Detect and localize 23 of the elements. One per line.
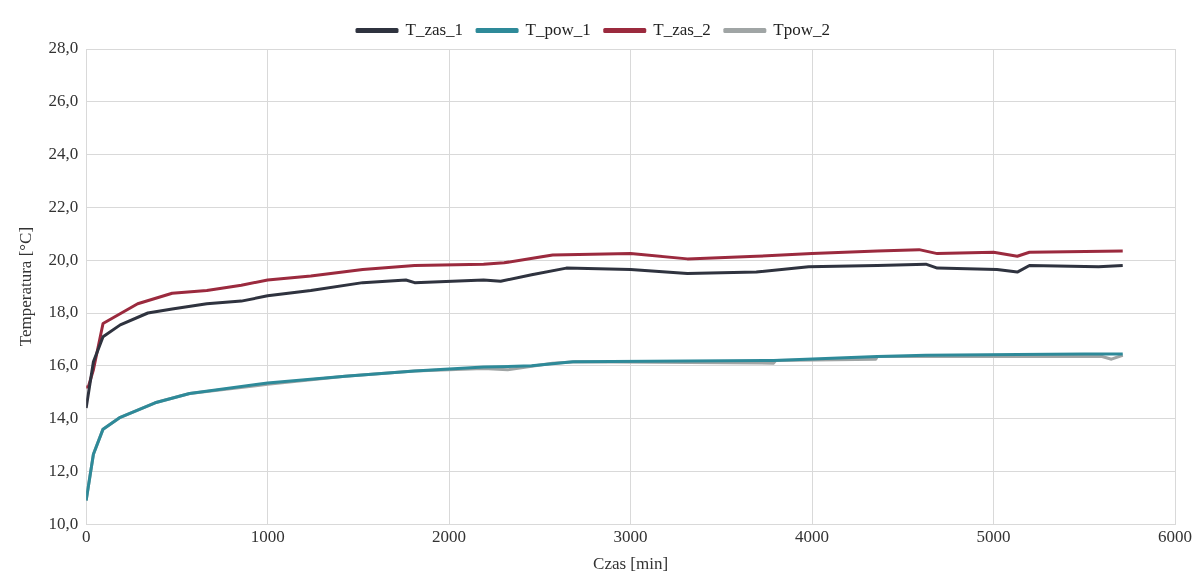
legend-label: T_zas_1 <box>405 19 464 39</box>
x-tick-label: 5000 <box>976 526 1011 546</box>
x-axis-title: Czas [min] <box>593 554 669 574</box>
y-tick-label: 20,0 <box>48 249 79 269</box>
y-tick-label: 14,0 <box>48 408 79 428</box>
y-tick-label: 10,0 <box>48 513 79 533</box>
y-tick-label: 12,0 <box>48 460 79 480</box>
x-tick-label: 2000 <box>432 526 467 546</box>
x-tick-label: 3000 <box>613 526 648 546</box>
x-tick-label: 0 <box>81 526 91 546</box>
x-tick-label: 4000 <box>795 526 830 546</box>
y-tick-label: 18,0 <box>48 302 79 322</box>
x-tick-label: 1000 <box>250 526 285 546</box>
legend-label: T_zas_2 <box>653 19 711 39</box>
y-axis-title: Temperatura [°C] <box>15 226 35 347</box>
x-tick-label: 6000 <box>1158 526 1192 546</box>
legend-label: Tpow_2 <box>773 19 831 39</box>
y-tick-label: 26,0 <box>48 91 79 111</box>
y-tick-label: 24,0 <box>48 144 79 164</box>
y-tick-label: 28,0 <box>48 38 79 58</box>
y-tick-label: 22,0 <box>48 196 79 216</box>
y-tick-label: 16,0 <box>48 355 79 375</box>
legend-label: T_pow_1 <box>525 19 591 39</box>
